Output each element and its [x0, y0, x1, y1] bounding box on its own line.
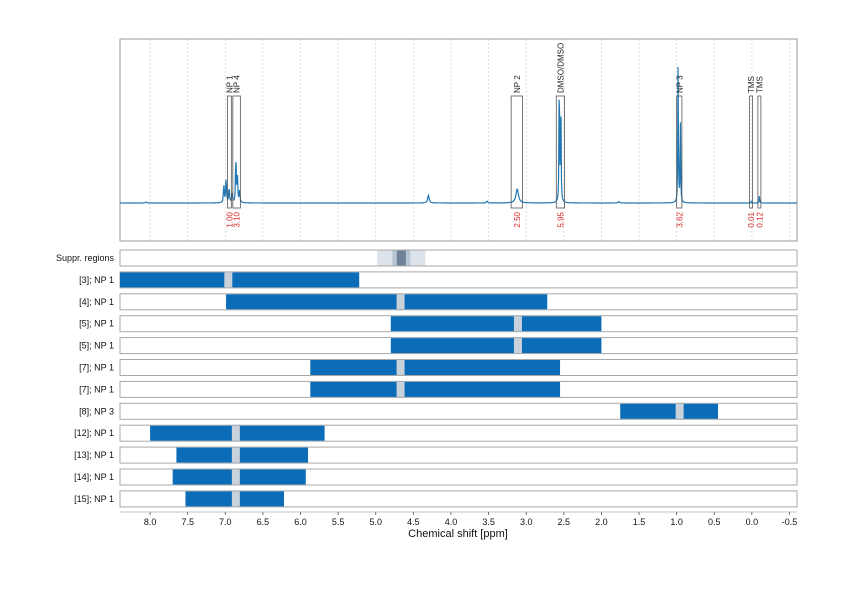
row-label: [5]; NP 1: [79, 341, 114, 351]
peak-integral: 3.62: [675, 211, 684, 227]
x-tick-label: 6.0: [294, 517, 307, 527]
peak-region-box: [757, 95, 762, 209]
peak-region-box: [232, 95, 241, 209]
peak-region-box: [510, 95, 523, 209]
row-label: [7]; NP 1: [79, 363, 114, 373]
x-axis: 8.0 7.5 7.0 6.5 6.0 5.5 5.0 4.5 4.0 3.5 3.0 2.5 2.0 1…: [120, 511, 798, 527]
range-gap: [675, 403, 684, 419]
x-tick-label: 3.0: [520, 517, 533, 527]
range-rows: [3]; NP 1 [4]; NP 1 [5]; NP 1 [5]; NP 1 [7];…: [74, 271, 798, 508]
row-label: [3]; NP 1: [79, 275, 114, 285]
range-gap: [224, 272, 233, 288]
range-bar: [310, 360, 561, 375]
range-row: [8]; NP 3: [79, 402, 798, 420]
peak-label: NP 4: [233, 75, 242, 93]
peak-integral: 2.50: [513, 211, 522, 227]
peak-region-box: [555, 95, 565, 209]
x-tick-label: 8.0: [144, 517, 157, 527]
range-bar: [226, 294, 548, 310]
range-gap: [396, 360, 405, 375]
peak-label: NP 1: [225, 75, 234, 93]
x-tick-label: 1.0: [670, 517, 683, 527]
x-tick-label: 0.0: [746, 517, 759, 527]
row-label: [12]; NP 1: [74, 428, 114, 438]
range-row: [7]; NP 1: [79, 359, 798, 376]
range-row: [7]; NP 1: [79, 380, 798, 398]
range-bar: [390, 316, 602, 332]
x-tick-label: 6.5: [257, 517, 270, 527]
range-gap: [513, 338, 522, 354]
peak-region-box: [227, 95, 232, 209]
row-label: Suppr. regions: [56, 253, 115, 263]
row-label: [7]; NP 1: [79, 384, 114, 394]
row-label: [14]; NP 1: [74, 472, 114, 482]
range-bar: [310, 381, 561, 397]
x-tick-label: 2.0: [595, 517, 608, 527]
range-row: [3]; NP 1: [79, 271, 798, 289]
x-tick-label: 7.5: [181, 517, 194, 527]
range-row: [5]; NP 1: [79, 315, 798, 333]
x-tick-label: 4.5: [407, 517, 420, 527]
x-tick-label: 1.5: [633, 517, 646, 527]
peak-integral: 5.95: [556, 211, 565, 227]
range-row: [15]; NP 1: [74, 490, 798, 508]
range-row: [5]; NP 1: [79, 337, 798, 355]
x-tick-label: 4.0: [445, 517, 458, 527]
range-row-frame: [119, 490, 798, 508]
range-bar: [120, 272, 360, 288]
x-tick-label: 5.0: [369, 517, 382, 527]
x-tick-label: -0.5: [782, 517, 798, 527]
range-gap: [231, 491, 240, 507]
x-tick-label: 5.5: [332, 517, 345, 527]
range-gap: [513, 316, 522, 332]
range-gap: [231, 425, 240, 441]
x-tick-label: 3.5: [482, 517, 495, 527]
peak-integral: 1.00: [225, 211, 234, 227]
x-tick-label: 0.5: [708, 517, 721, 527]
row-label: [5]; NP 1: [79, 319, 114, 329]
range-bar: [176, 447, 309, 463]
range-row: [4]; NP 1: [79, 293, 798, 311]
spectrum-frame: [119, 38, 798, 242]
row-label: [8]; NP 3: [79, 406, 114, 416]
suppressed-regions-row: Suppr. regions: [56, 249, 798, 267]
peak-label: DMSO/DMSO: [556, 43, 565, 93]
peak-region-box: [749, 95, 754, 209]
row-label: [13]; NP 1: [74, 450, 114, 460]
peak-label: NP 3: [675, 75, 684, 93]
range-bar: [620, 403, 719, 419]
x-axis-label: Chemical shift [ppm]: [408, 528, 508, 540]
row-label: [4]; NP 1: [79, 297, 114, 307]
peak-integral: 3.10: [233, 211, 242, 227]
range-gap: [396, 294, 405, 310]
range-gap: [231, 447, 240, 463]
row-label: [15]; NP 1: [74, 494, 114, 504]
grid-lines: [149, 39, 790, 241]
range-gap: [396, 381, 405, 397]
peak-region-box: [676, 95, 683, 209]
range-gap: [231, 469, 240, 485]
range-row: [13]; NP 1: [74, 446, 798, 464]
range-bar: [390, 338, 602, 354]
peak-annotations: NP 1 1.00 NP 4 3.10 NP 2 2.50 DMSO/DMSO 5.95 NP …: [225, 43, 764, 228]
peak-integral: 0.01: [747, 211, 756, 227]
spectrum-line: [120, 66, 797, 204]
suppressed-row-frame: [119, 249, 798, 267]
peak-label: TMS: [755, 76, 764, 93]
range-row: [12]; NP 1: [74, 424, 798, 442]
spectrum-plot: [120, 66, 797, 204]
suppressed-band: [396, 250, 406, 266]
peak-integral: 0.12: [755, 211, 764, 227]
peak-label: NP 2: [513, 75, 522, 93]
range-row: [14]; NP 1: [74, 468, 798, 486]
x-tick-label: 7.0: [219, 517, 232, 527]
peak-label: TMS: [747, 76, 756, 93]
x-tick-label: 2.5: [558, 517, 571, 527]
